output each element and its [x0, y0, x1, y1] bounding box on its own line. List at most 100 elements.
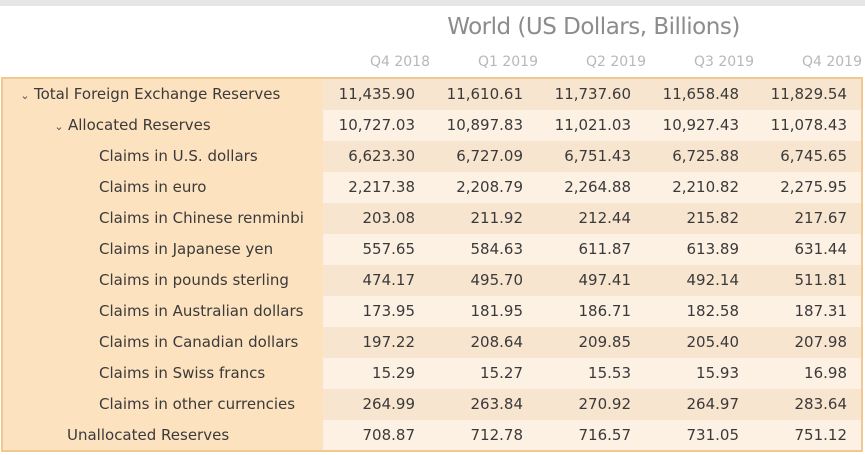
row-values: 203.08 211.92 212.44 215.82 217.67 [323, 203, 861, 234]
value-cell-q3-2019: 10,927.43 [662, 116, 739, 134]
value-cell-q2-2019: 611.87 [578, 240, 632, 258]
value-cell-q4-2019: 511.81 [794, 271, 848, 289]
row-label: Unallocated Reserves [67, 426, 230, 444]
value-cell-q1-2019: 211.92 [470, 209, 524, 227]
row-label-cell: Claims in Chinese renminbi [3, 203, 323, 234]
column-headers: Q4 2018 Q1 2019 Q2 2019 Q3 2019 Q4 2019 [322, 50, 865, 74]
value-cell-q4-2019: 187.31 [794, 302, 848, 320]
value-cell-q4-2018: 10,727.03 [338, 116, 415, 134]
value-cell-q3-2019: 492.14 [686, 271, 740, 289]
row-unallocated-reserves: Unallocated Reserves 708.87 712.78 716.57 73… [3, 420, 861, 450]
value-cell-q4-2018: 197.22 [362, 333, 416, 351]
column-header-q3-2019: Q3 2019 [693, 54, 754, 70]
value-cell-q3-2019: 215.82 [686, 209, 740, 227]
table-title: World (US Dollars, Billions) [447, 14, 740, 40]
row-values: 6,623.30 6,727.09 6,751.43 6,725.88 6,745.65 [323, 141, 861, 172]
row-values: 10,727.03 10,897.83 11,021.03 10,927.43 11,0… [323, 110, 861, 141]
value-cell-q4-2018: 264.99 [362, 395, 416, 413]
value-cell-q3-2019: 264.97 [686, 395, 740, 413]
value-cell-q2-2019: 6,751.43 [564, 147, 631, 165]
value-cell-q4-2019: 631.44 [794, 240, 848, 258]
row-label-cell[interactable]: ⌄ Allocated Reserves [3, 110, 323, 141]
column-header-q4-2018: Q4 2018 [369, 54, 430, 70]
value-cell-q4-2019: 16.98 [804, 364, 847, 382]
chevron-down-icon[interactable]: ⌄ [54, 120, 64, 133]
row-claims-euro: Claims in euro 2,217.38 2,208.79 2,264.88 2,… [3, 172, 861, 203]
row-label-cell: Claims in Canadian dollars [3, 327, 323, 358]
value-cell-q4-2019: 6,745.65 [780, 147, 847, 165]
value-cell-q2-2019: 212.44 [578, 209, 632, 227]
value-cell-q4-2019: 207.98 [794, 333, 848, 351]
value-cell-q2-2019: 11,021.03 [554, 116, 631, 134]
value-cell-q1-2019: 495.70 [470, 271, 524, 289]
value-cell-q3-2019: 2,210.82 [672, 178, 739, 196]
row-claims-swiss-francs: Claims in Swiss francs 15.29 15.27 15.53 15.… [3, 358, 861, 389]
value-cell-q2-2019: 270.92 [578, 395, 632, 413]
row-values: 264.99 263.84 270.92 264.97 283.64 [323, 389, 861, 420]
row-label: Claims in Canadian dollars [99, 333, 299, 351]
row-label: Allocated Reserves [68, 116, 211, 134]
value-cell-q3-2019: 6,725.88 [672, 147, 739, 165]
row-header-column [3, 79, 323, 450]
value-cell-q4-2019: 283.64 [794, 395, 848, 413]
row-claims-canadian-dollars: Claims in Canadian dollars 197.22 208.64 20… [3, 327, 861, 358]
row-label-cell: Claims in euro [3, 172, 323, 203]
value-cell-q4-2019: 751.12 [794, 426, 848, 444]
value-cell-q4-2018: 11,435.90 [338, 85, 415, 103]
value-cell-q1-2019: 181.95 [470, 302, 524, 320]
row-label: Claims in U.S. dollars [99, 147, 258, 165]
value-cell-q3-2019: 205.40 [686, 333, 740, 351]
row-values: 197.22 208.64 209.85 205.40 207.98 [323, 327, 861, 358]
row-label-cell: Claims in pounds sterling [3, 265, 323, 296]
row-values: 474.17 495.70 497.41 492.14 511.81 [323, 265, 861, 296]
row-label: Claims in Australian dollars [99, 302, 304, 320]
top-divider [0, 0, 865, 6]
value-cell-q2-2019: 15.53 [588, 364, 631, 382]
value-cell-q4-2019: 217.67 [794, 209, 848, 227]
value-cell-q2-2019: 11,737.60 [554, 85, 631, 103]
value-cell-q1-2019: 15.27 [480, 364, 523, 382]
row-claims-us-dollars: Claims in U.S. dollars 6,623.30 6,727.09 6,… [3, 141, 861, 172]
row-label: Total Foreign Exchange Reserves [34, 85, 281, 103]
row-values: 708.87 712.78 716.57 731.05 751.12 [323, 420, 861, 450]
value-cell-q1-2019: 6,727.09 [456, 147, 523, 165]
value-cell-q4-2019: 11,078.43 [770, 116, 847, 134]
row-total-foreign-exchange-reserves[interactable]: ⌄ Total Foreign Exchange Reserves 11,435.9… [3, 79, 861, 110]
value-cell-q1-2019: 263.84 [470, 395, 524, 413]
row-label: Claims in other currencies [99, 395, 296, 413]
value-cell-q2-2019: 2,264.88 [564, 178, 631, 196]
value-cell-q1-2019: 10,897.83 [446, 116, 523, 134]
value-cell-q2-2019: 497.41 [578, 271, 632, 289]
value-cell-q2-2019: 716.57 [578, 426, 632, 444]
row-claims-japanese-yen: Claims in Japanese yen 557.65 584.63 611.87… [3, 234, 861, 265]
value-cell-q4-2018: 173.95 [362, 302, 416, 320]
value-cell-q3-2019: 11,658.48 [662, 85, 739, 103]
value-cell-q2-2019: 209.85 [578, 333, 632, 351]
column-header-q4-2019: Q4 2019 [801, 54, 862, 70]
reserves-table: ⌄ Total Foreign Exchange Reserves 11,435.9… [1, 77, 863, 452]
value-cell-q4-2018: 708.87 [362, 426, 416, 444]
value-cell-q4-2019: 11,829.54 [770, 85, 847, 103]
value-cell-q4-2019: 2,275.95 [780, 178, 847, 196]
row-label-cell: Unallocated Reserves [3, 420, 323, 450]
column-header-q1-2019: Q1 2019 [477, 54, 538, 70]
value-cell-q4-2018: 557.65 [362, 240, 416, 258]
value-cell-q3-2019: 182.58 [686, 302, 740, 320]
row-claims-australian-dollars: Claims in Australian dollars 173.95 181.95… [3, 296, 861, 327]
value-cell-q1-2019: 584.63 [470, 240, 524, 258]
value-cell-q4-2018: 2,217.38 [348, 178, 415, 196]
column-header-q2-2019: Q2 2019 [585, 54, 646, 70]
value-cell-q2-2019: 186.71 [578, 302, 632, 320]
chevron-down-icon[interactable]: ⌄ [20, 89, 30, 102]
row-claims-pounds-sterling: Claims in pounds sterling 474.17 495.70 497… [3, 265, 861, 296]
row-allocated-reserves[interactable]: ⌄ Allocated Reserves 10,727.03 10,897.83 11,… [3, 110, 861, 141]
row-claims-chinese-renminbi: Claims in Chinese renminbi 203.08 211.92 21… [3, 203, 861, 234]
row-label: Claims in pounds sterling [99, 271, 289, 289]
value-cell-q4-2018: 474.17 [362, 271, 416, 289]
row-label-cell: Claims in Australian dollars [3, 296, 323, 327]
row-label-cell[interactable]: ⌄ Total Foreign Exchange Reserves [3, 79, 323, 110]
row-label: Claims in Japanese yen [99, 240, 274, 258]
row-values: 15.29 15.27 15.53 15.93 16.98 [323, 358, 861, 389]
row-label-cell: Claims in Japanese yen [3, 234, 323, 265]
value-cell-q4-2018: 6,623.30 [348, 147, 415, 165]
